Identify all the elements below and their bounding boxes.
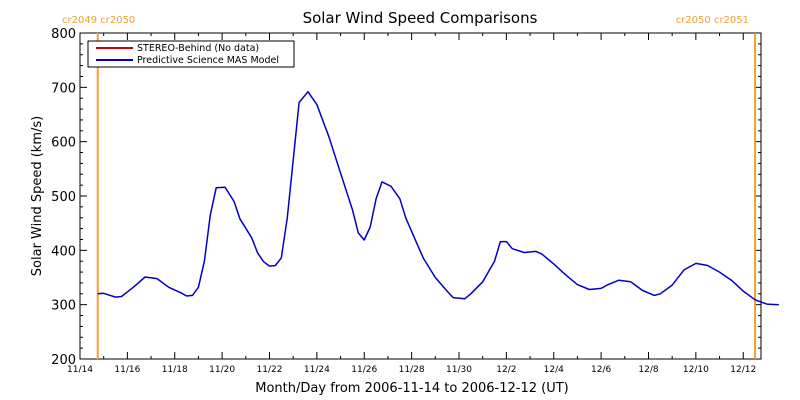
x-tick-label: 12/8 (638, 365, 658, 375)
x-tick-label: 11/28 (399, 365, 425, 375)
y-axis: 200 300 400 500 600 700 800 (51, 27, 761, 368)
x-tick-label: 12/2 (496, 365, 516, 375)
y-tick-label: 500 (51, 190, 76, 205)
legend-box (87, 40, 295, 68)
x-axis: 11/14 11/16 11/18 11/20 11/22 11/24 11/26 11/28… (67, 33, 756, 375)
x-tick-label: 11/14 (67, 365, 93, 375)
y-tick-label: 300 (51, 299, 76, 314)
x-tick-label: 11/20 (209, 365, 235, 375)
x-tick-label: 11/24 (304, 365, 330, 375)
legend-label-mas-model: Predictive Science MAS Model (137, 55, 279, 66)
carrington-markers: cr2049 cr2050 cr2050 cr2051 (62, 15, 757, 359)
x-tick-label: 12/10 (683, 365, 709, 375)
y-tick-label: 800 (51, 27, 76, 42)
legend-label-stereo-behind: STEREO-Behind (No data) (137, 43, 259, 54)
y-tick-label: 600 (51, 136, 76, 151)
x-tick-label: 12/6 (591, 365, 611, 375)
x-tick-label: 11/26 (351, 365, 377, 375)
x-axis-label: Month/Day from 2006-11-14 to 2006-12-12 … (255, 381, 568, 396)
x-tick-label: 11/16 (114, 365, 140, 375)
x-tick-label: 12/4 (544, 365, 564, 375)
carrington-marker-label-0: cr2049 cr2050 (62, 15, 135, 26)
series-line-1 (97, 90, 779, 306)
y-tick-label: 200 (51, 353, 76, 368)
y-tick-label: 700 (51, 81, 76, 96)
x-tick-label: 12/12 (730, 365, 756, 375)
y-axis-label: Solar Wind Speed (km/s) (30, 116, 45, 276)
y-tick-label: 400 (51, 244, 76, 259)
x-tick-label: 11/22 (257, 365, 283, 375)
chart-title: Solar Wind Speed Comparisons (303, 9, 538, 27)
x-tick-label: 11/18 (162, 365, 188, 375)
plot-area-frame (79, 32, 762, 360)
x-tick-label: 11/30 (446, 365, 472, 375)
series-lines (97, 90, 779, 306)
carrington-marker-label-1: cr2050 cr2051 (676, 15, 749, 26)
legend: STEREO-Behind (No data) Predictive Scien… (87, 40, 295, 68)
